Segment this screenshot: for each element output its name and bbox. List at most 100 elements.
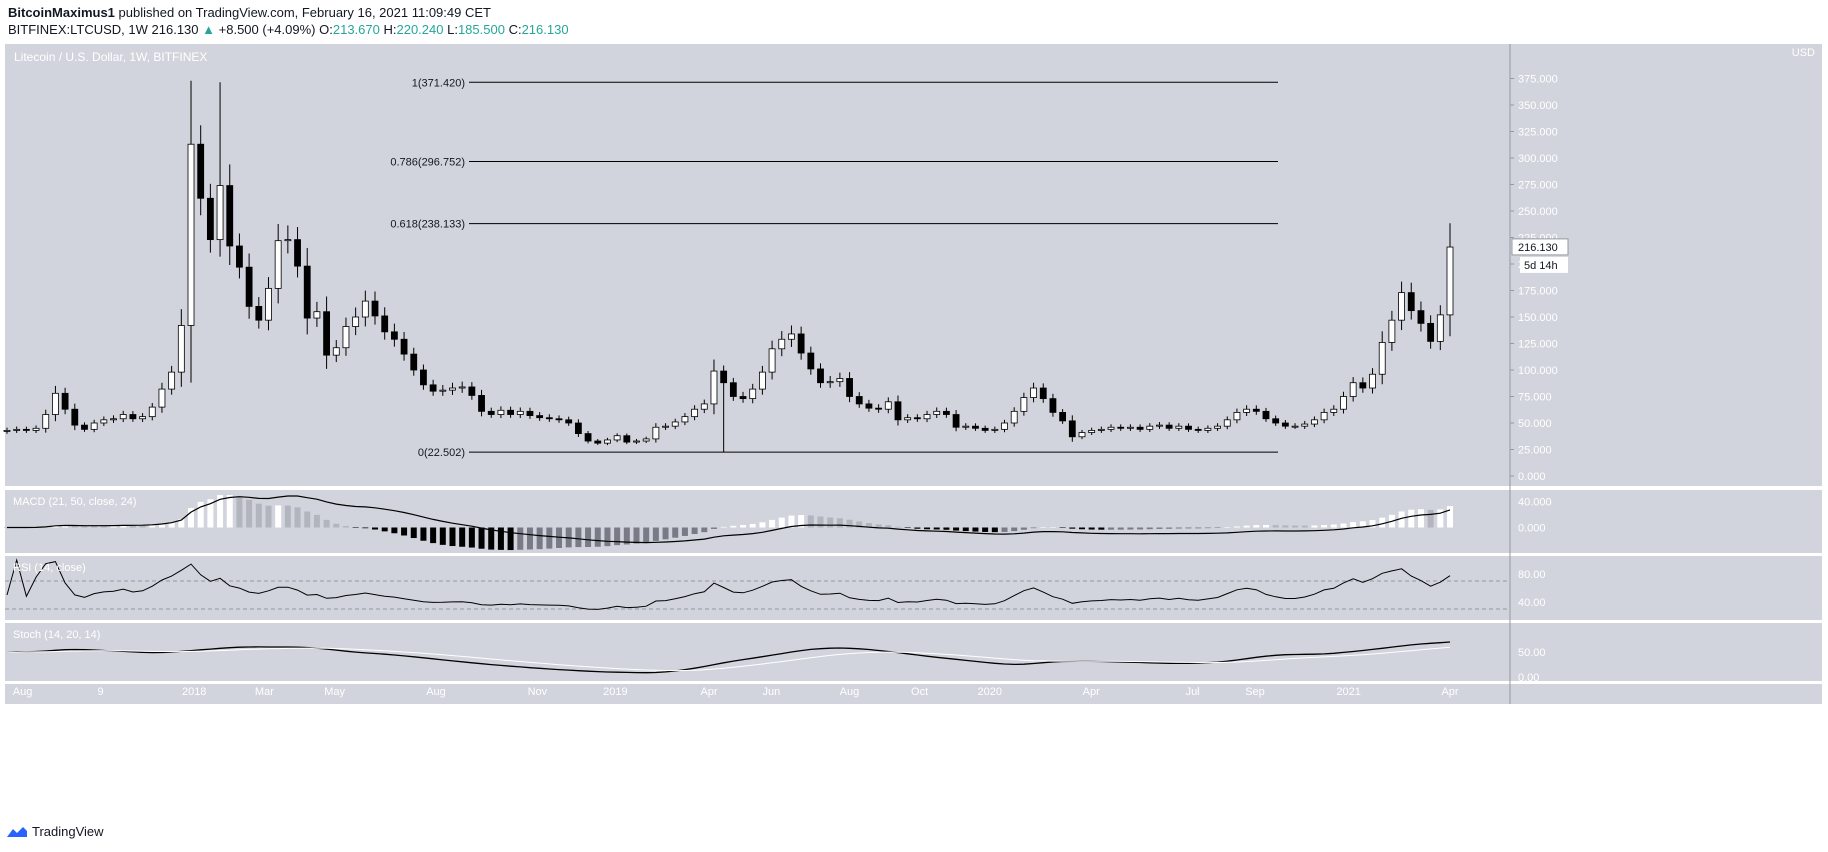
indicator-tick-label: 0.000 <box>1518 523 1546 535</box>
indicator-panes: MACD (21, 50, close, 24) 40.000 0.000 RSI (… <box>3 494 1552 684</box>
candle <box>1233 411 1241 421</box>
candle <box>623 435 631 443</box>
candle <box>875 407 883 410</box>
candle <box>1359 382 1367 389</box>
stoch-pane-axis <box>1510 623 1822 681</box>
macd-histogram-bar <box>904 527 911 528</box>
macd-histogram-bar <box>1098 527 1105 530</box>
macd-histogram-bar <box>497 527 504 550</box>
date-tick-label: Apr <box>1441 686 1458 698</box>
candle <box>361 300 369 318</box>
macd-histogram-bar <box>672 527 679 538</box>
macd-histogram-bar <box>149 525 156 528</box>
candle <box>22 428 30 431</box>
up-triangle-icon: ▲ <box>202 22 216 37</box>
publish-info: BitcoinMaximus1 published on TradingView… <box>8 5 491 20</box>
macd-histogram-bar <box>1301 525 1308 528</box>
candle <box>972 425 979 429</box>
macd-histogram-bar <box>943 527 950 530</box>
open-label: O: <box>319 22 333 37</box>
candle <box>545 417 553 420</box>
candle <box>778 338 786 350</box>
candle <box>1088 430 1096 433</box>
candle <box>526 410 534 416</box>
macd-histogram-bar <box>1369 520 1376 528</box>
macd-histogram-bar <box>517 527 524 550</box>
candle <box>274 240 282 289</box>
macd-histogram-bar <box>439 527 446 545</box>
candle <box>1117 426 1125 429</box>
candle <box>700 403 708 410</box>
candle <box>691 408 699 418</box>
last-price: 216.130 <box>151 22 199 37</box>
macd-histogram-bar <box>1243 525 1250 528</box>
date-tick-label: Jul <box>1186 686 1200 698</box>
chart-area[interactable]: 1(371.420) 0.786(296.752) 0.618(238.133) 0(… <box>0 44 1828 816</box>
macd-histogram-bar <box>856 521 863 528</box>
macd-histogram-bar <box>865 523 872 528</box>
macd-histogram-bar <box>759 522 766 528</box>
candle <box>913 417 921 420</box>
candle <box>846 378 853 397</box>
fib-levels[interactable]: 1(371.420) 0.786(296.752) 0.618(238.133) 0(… <box>390 77 1278 459</box>
macd-histogram-bar <box>953 527 960 531</box>
macd-histogram-bar <box>265 505 272 528</box>
macd-histogram-bar <box>991 527 998 533</box>
macd-histogram-bar <box>894 526 901 528</box>
date-tick-label: May <box>324 686 345 698</box>
tradingview-logo-icon[interactable] <box>6 825 28 839</box>
macd-histogram-bar <box>1069 527 1076 529</box>
macd-histogram-bar <box>1224 527 1231 528</box>
candle <box>1097 428 1105 431</box>
macd-histogram-bar <box>691 527 698 535</box>
macd-histogram-bar <box>158 524 165 528</box>
macd-histogram-bar <box>381 527 388 532</box>
price-tick-label: 350.000 <box>1518 100 1558 112</box>
macd-histogram-bar <box>1011 527 1018 532</box>
macd-histogram-bar <box>817 516 824 528</box>
low-label: L: <box>447 22 458 37</box>
macd-histogram-bar <box>1233 526 1240 528</box>
date-tick-label: Nov <box>528 686 548 698</box>
candle <box>1175 425 1183 429</box>
candle <box>468 386 476 396</box>
candle <box>1320 411 1328 421</box>
macd-histogram-bar <box>401 527 408 536</box>
macd-histogram-bar <box>168 522 175 528</box>
candle <box>720 370 728 384</box>
candle <box>177 325 185 373</box>
candle <box>100 419 108 424</box>
macd-histogram-bar <box>1408 509 1415 528</box>
candle <box>758 371 766 390</box>
macd-histogram-bar <box>352 527 359 528</box>
macd-histogram-bar <box>313 514 320 528</box>
price-tick-label: 375.000 <box>1518 74 1558 86</box>
macd-histogram-bar <box>720 526 727 528</box>
candle <box>42 414 50 429</box>
candle <box>943 410 950 415</box>
macd-histogram-bar <box>1292 525 1299 528</box>
macd-histogram-bar <box>875 524 882 528</box>
footer-brand[interactable]: TradingView <box>32 824 104 839</box>
price-tick-label: 175.000 <box>1518 286 1558 298</box>
date-tick-label: Aug <box>840 686 860 698</box>
macd-histogram-bar <box>1262 524 1269 528</box>
macd-histogram-bar <box>701 527 708 533</box>
high-value: 220.240 <box>396 22 444 37</box>
candle <box>255 305 263 321</box>
date-tick-label: 2018 <box>182 686 206 698</box>
macd-histogram-bar <box>488 527 495 550</box>
indicator-title: RSI (14, close) <box>13 562 86 574</box>
macd-histogram-bar <box>236 496 243 528</box>
macd-histogram-bar <box>1437 509 1444 528</box>
candle <box>749 388 757 400</box>
footer: TradingView <box>6 824 104 839</box>
author-name[interactable]: BitcoinMaximus1 <box>8 5 115 20</box>
macd-histogram-bar <box>1321 525 1328 528</box>
date-tick-label: Sep <box>1245 686 1265 698</box>
macd-histogram-bar <box>1195 527 1202 529</box>
price-unit-label: USD <box>1792 47 1815 59</box>
candle <box>1001 422 1008 430</box>
candle <box>826 381 834 384</box>
indicator-tick-label: 40.000 <box>1518 497 1552 509</box>
